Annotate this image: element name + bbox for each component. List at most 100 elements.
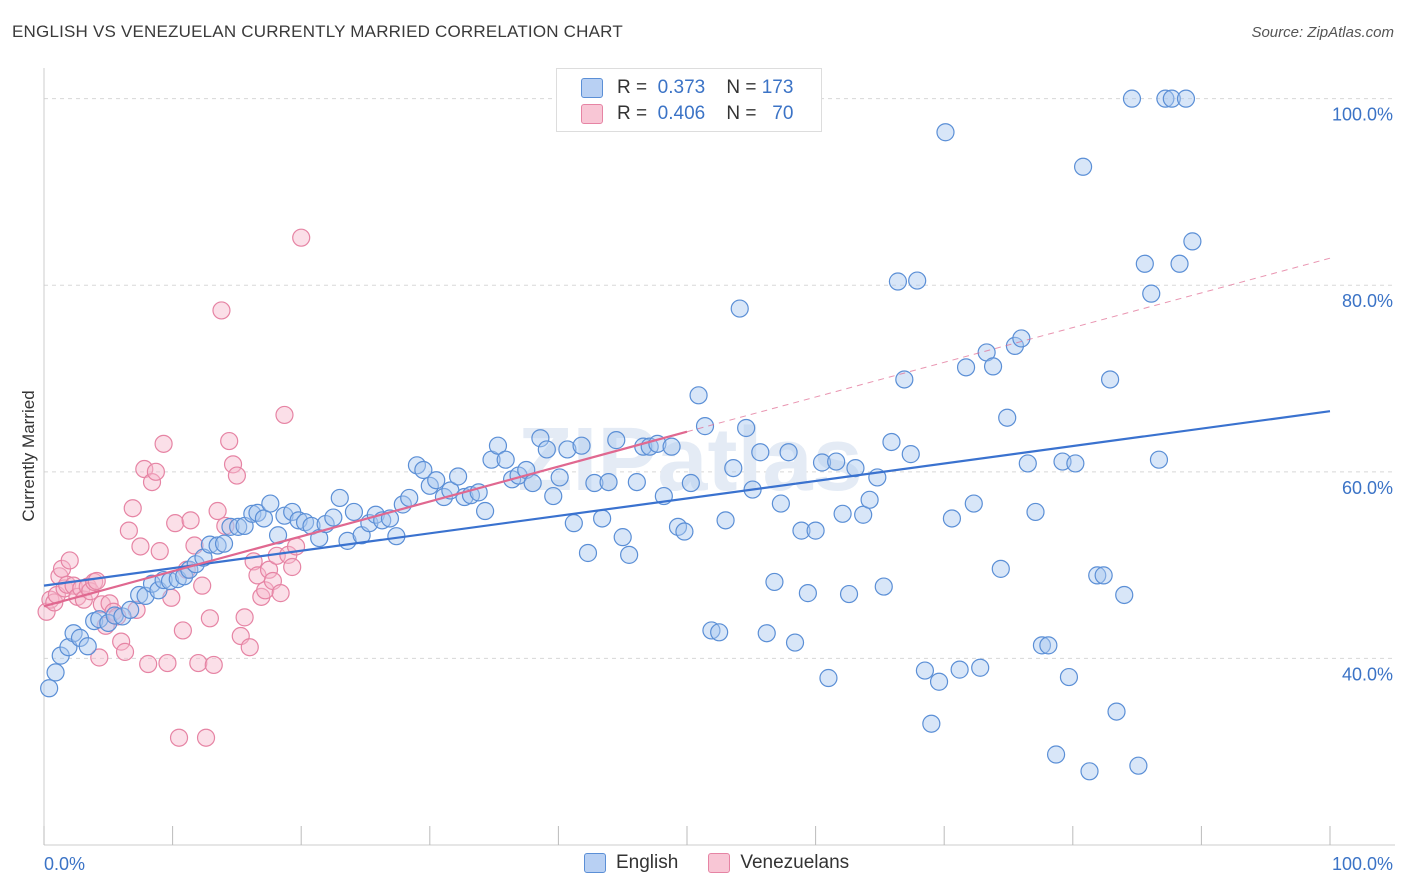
grid-lines — [44, 98, 1395, 659]
english-point-106 — [765, 572, 784, 592]
english-point-53 — [400, 488, 419, 508]
english-point-91 — [662, 437, 681, 456]
venezuelans-point-25 — [119, 521, 138, 540]
venezuelans-point-55 — [235, 608, 254, 627]
english-point-99 — [716, 511, 735, 530]
series-legend: English Venezuelans — [584, 852, 879, 874]
venezuelans-point-48 — [208, 501, 227, 521]
english-point-156 — [1107, 702, 1126, 721]
english-trend-line — [43, 410, 1331, 587]
english-point-132 — [942, 509, 962, 528]
venezuelans-point-37 — [166, 514, 185, 533]
english-point-26 — [214, 534, 234, 553]
english-point-98 — [710, 623, 729, 642]
english-point-122 — [874, 577, 893, 596]
english-point-71 — [523, 473, 542, 493]
english-point-33 — [261, 494, 280, 513]
english-point-24 — [200, 535, 219, 554]
english-point-124 — [888, 272, 908, 291]
venezuelans-trend-line — [43, 430, 688, 608]
english-point-102 — [737, 418, 756, 438]
english-point-105 — [757, 624, 776, 643]
english-point-135 — [964, 494, 983, 513]
english-swatch — [581, 78, 603, 98]
venezuelans-point-24 — [115, 642, 135, 661]
english-n-label: N = — [726, 77, 757, 98]
venezuelans-point-17 — [90, 648, 109, 667]
venez-n-label: N = — [726, 103, 757, 124]
venezuelans-point-47 — [204, 655, 223, 675]
english-point-100 — [724, 458, 743, 478]
english-point-95 — [689, 386, 708, 405]
english-point-8 — [90, 610, 109, 629]
venezuelans-point-60 — [256, 581, 275, 600]
source-label: Source: ZipAtlas.com — [1251, 24, 1394, 41]
english-point-81 — [593, 509, 612, 528]
english-point-109 — [785, 633, 805, 652]
english-point-111 — [798, 584, 817, 603]
english-point-66 — [488, 436, 508, 455]
axes — [43, 68, 1395, 846]
english-point-86 — [627, 472, 646, 492]
venezuelans-point-26 — [123, 499, 142, 518]
venezuelans-point-44 — [193, 576, 212, 595]
venezuelans-point-32 — [146, 462, 165, 481]
english-point-157 — [1115, 585, 1134, 605]
venezuelans-point-42 — [185, 536, 204, 555]
english-point-117 — [839, 584, 859, 604]
venezuelans-point-33 — [150, 542, 169, 561]
english-r-value: 0.373 — [657, 77, 706, 98]
english-point-0 — [40, 679, 59, 698]
english-point-72 — [531, 429, 550, 448]
english-point-110 — [792, 521, 811, 540]
venezuelans-point-51 — [220, 431, 239, 451]
venezuelans-point-8 — [60, 551, 79, 570]
english-point-76 — [558, 440, 577, 459]
venezuelans-point-53 — [227, 466, 246, 485]
venezuelans-point-52 — [223, 455, 243, 474]
english-point-126 — [901, 445, 920, 464]
english-point-112 — [806, 521, 825, 540]
english-point-127 — [908, 271, 927, 290]
venezuelans-point-16 — [87, 571, 106, 591]
watermark: ZIPatlas — [517, 410, 862, 510]
venezuelans-trend-extension — [686, 257, 1331, 433]
english-point-147 — [1046, 745, 1066, 764]
venezuelans-point-30 — [139, 654, 158, 674]
english-point-160 — [1135, 254, 1154, 273]
english-point-30 — [243, 504, 262, 523]
y-tick-label-3: 100.0% — [1332, 105, 1393, 125]
english-point-125 — [895, 370, 914, 389]
english-point-130 — [929, 672, 949, 691]
english-point-162 — [1149, 450, 1169, 469]
english-point-84 — [613, 528, 632, 547]
english-point-150 — [1066, 454, 1085, 473]
english-point-101 — [730, 299, 749, 318]
english-point-67 — [496, 450, 515, 469]
x-tick-label-start: 0.0% — [44, 854, 85, 874]
english-point-166 — [1176, 89, 1196, 108]
venez-r-value: 0.406 — [657, 103, 706, 124]
legend-row-english: R = 0.373 N = 173 — [581, 75, 793, 101]
venezuelans-point-28 — [131, 537, 150, 556]
english-point-140 — [998, 408, 1017, 427]
english-point-82 — [599, 472, 618, 492]
english-point-75 — [550, 468, 569, 487]
english-point-161 — [1142, 284, 1161, 303]
english-point-120 — [860, 490, 879, 509]
legend-item-english: English — [584, 852, 678, 874]
english-point-83 — [607, 431, 626, 450]
venezuelans-point-38 — [169, 728, 189, 747]
venezuelans-point-0 — [37, 602, 56, 621]
legend-english-swatch — [584, 853, 606, 873]
english-point-114 — [819, 668, 838, 688]
english-point-13 — [130, 585, 149, 605]
venezuelans-swatch — [581, 104, 603, 124]
venezuelans-point-41 — [181, 511, 200, 530]
english-point-152 — [1080, 762, 1099, 781]
english-point-115 — [827, 452, 846, 471]
english-point-149 — [1059, 667, 1079, 687]
legend-row-venezuelans: R = 0.406 N = 70 — [581, 101, 793, 127]
venezuelans-point-64 — [271, 584, 290, 603]
